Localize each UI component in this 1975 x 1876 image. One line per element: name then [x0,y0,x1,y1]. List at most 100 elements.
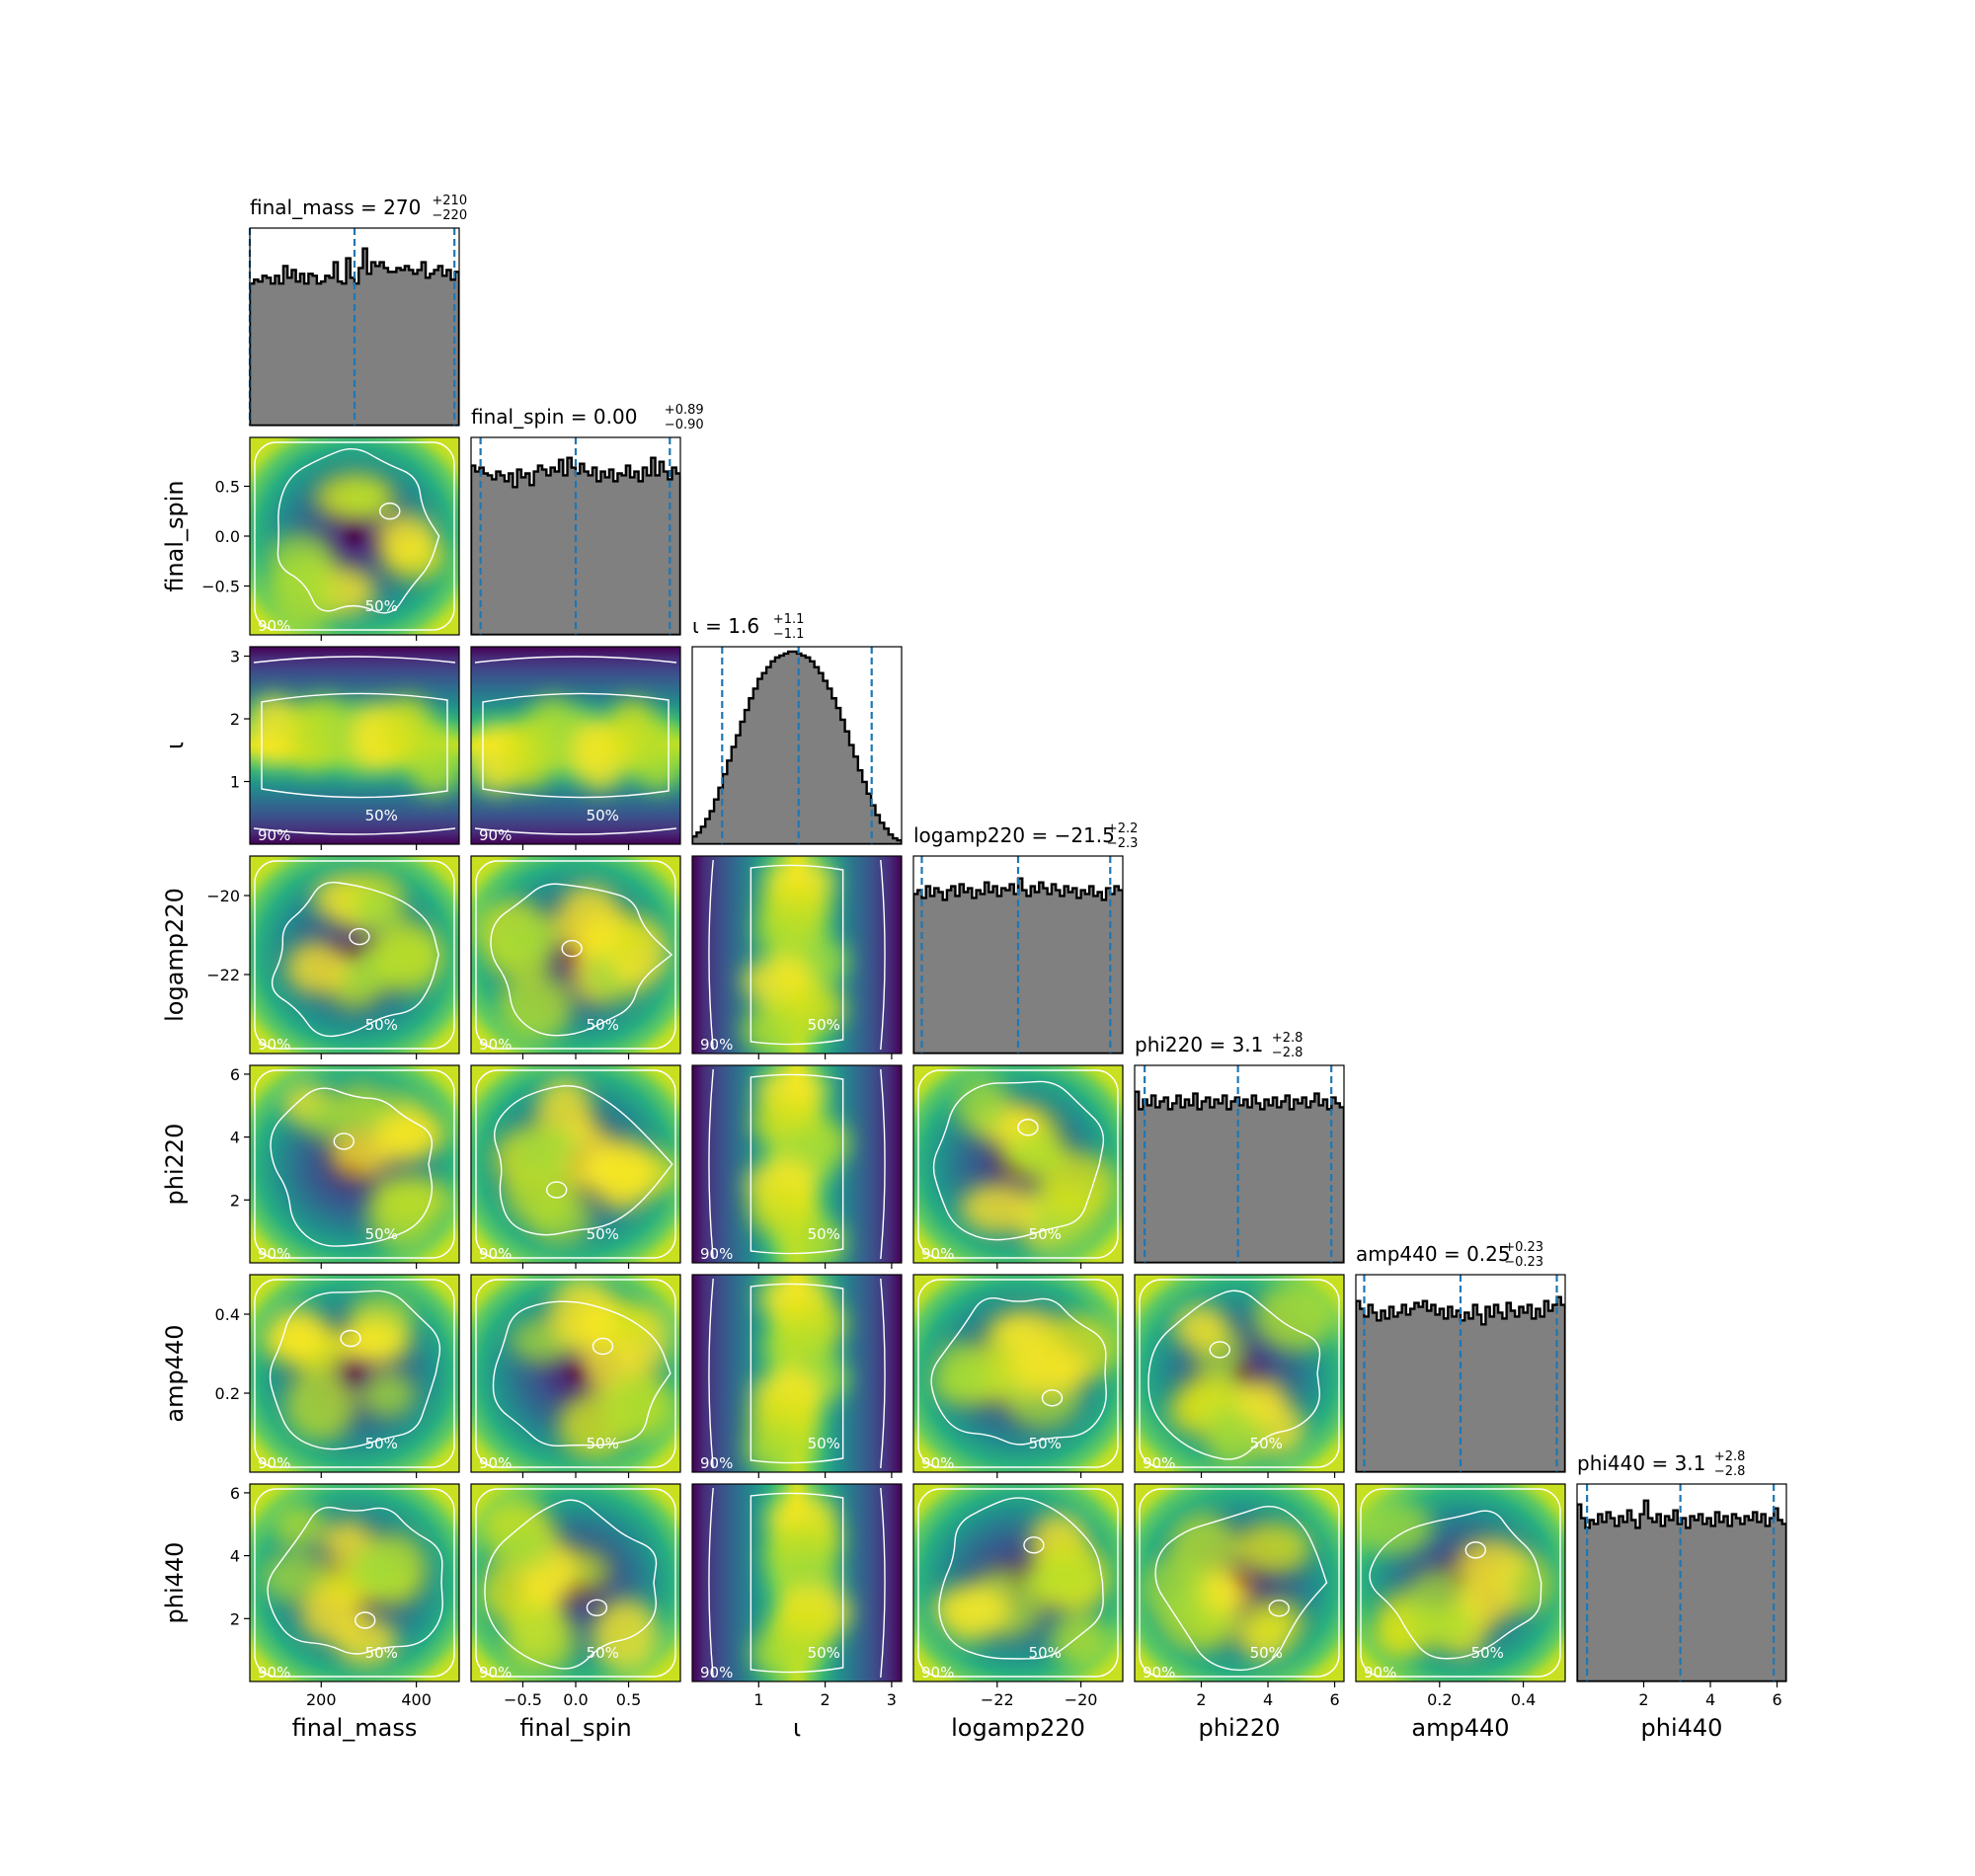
param-title-iota: ι = 1.6 [692,614,759,638]
x-axis-label-logamp220: logamp220 [951,1714,1085,1742]
axes-frame [691,1064,903,1264]
axes-frame [912,1274,1124,1473]
contour-label-50: 50% [365,597,398,615]
x-tick-label-final_mass: 400 [401,1690,432,1709]
density-panel-final_mass-vs-amp440: 50% 90% 0.2 0.4 [215,1274,460,1478]
histogram-bars-phi220 [1135,1091,1344,1263]
contour-90 [475,860,676,1050]
x-tick-label-logamp220: −20 [1065,1690,1098,1709]
contour-50 [261,692,448,799]
axes-frame [691,1274,903,1473]
contour-50 [938,1497,1104,1660]
contour-50 [492,1300,672,1447]
hist-panel-amp440: amp440 = 0.25+0.23−0.23 [1355,1240,1566,1473]
contour-90 [917,1488,1119,1678]
hist-panel-iota: ι = 1.6 +1.1−1.1 [691,612,903,845]
contour-label-90: 90% [700,1245,733,1263]
contour-90-right [880,1487,886,1679]
x-tick-label-final_spin: 0.0 [563,1690,588,1709]
density-panel-phi220-vs-amp440: 50% 90% [1134,1274,1345,1478]
contour-label-90: 90% [479,826,512,844]
hist-panel-final_spin: final_spin = 0.00 +0.89−0.90 [470,403,704,636]
contour-50-island [379,502,401,520]
contour-50 [750,1073,844,1255]
contour-90 [917,1279,1119,1468]
contour-90-top [474,656,677,664]
contour-50 [269,1290,441,1450]
y-tick-label-phi440: 4 [230,1547,240,1566]
contour-label-50: 50% [365,1435,398,1452]
contour-50-island [354,1611,376,1629]
y-tick-label-amp440: 0.2 [215,1384,240,1403]
contour-label-50: 50% [1029,1225,1062,1243]
contour-90 [254,860,455,1050]
contour-label-50: 50% [365,1016,398,1034]
contour-label-90: 90% [700,1664,733,1681]
contour-label-90: 90% [921,1245,954,1263]
density-peaks [471,697,680,794]
contour-90 [254,1069,455,1259]
contour-50 [276,448,440,614]
contour-50 [482,692,670,799]
density-peaks [260,1291,417,1443]
contour-50 [484,1499,658,1670]
density-peaks [953,1073,1119,1255]
contour-50 [1154,1506,1328,1672]
y-tick-label-phi440: 2 [230,1609,240,1628]
contour-90-right [880,859,886,1051]
density-peaks [264,472,448,635]
axes-frame [691,1483,903,1682]
y-tick-label-logamp220: −22 [206,966,240,984]
density-peaks [511,1276,678,1460]
x-tick-label-iota: 1 [753,1690,763,1709]
param-title-phi220: phi220 = 3.1 [1135,1033,1263,1056]
contour-90 [254,1488,455,1678]
x-axis-label-final_spin: final_spin [519,1714,631,1742]
density-peaks [746,1065,850,1263]
contour-90 [1139,1279,1340,1468]
contour-90 [475,1279,676,1468]
density-peaks [493,1076,680,1246]
hist-panel-final_mass: final_mass = 270 +210−220 [248,194,467,427]
x-axis-label-iota: ι [793,1714,801,1742]
density-panel-final_spin-vs-amp440: 50% 90% [470,1274,681,1478]
contour-50 [750,864,844,1046]
y-tick-label-phi440: 6 [230,1484,240,1503]
contour-50-island [586,1599,608,1616]
contour-50-island [1209,1341,1230,1359]
contour-label-90: 90% [1364,1664,1396,1681]
contour-label-90: 90% [258,1245,290,1263]
density-panel-iota-vs-phi440: 50% 90% 1 2 3 [691,1483,903,1709]
contour-90 [254,1279,455,1468]
contour-90-bottom [253,827,456,835]
contour-label-50: 50% [587,1644,619,1662]
histogram-outline-final_mass [250,247,459,426]
contour-50-island [1023,1536,1045,1554]
x-tick-label-phi220: 2 [1196,1690,1206,1709]
contour-label-90: 90% [921,1454,954,1472]
param-title-final_spin: final_spin = 0.00 [471,405,637,429]
contour-label-50: 50% [365,1225,398,1243]
contour-90 [1139,1488,1340,1678]
param-title-final_mass: final_mass = 270 [250,195,421,219]
density-peaks [745,1275,849,1472]
contour-label-50: 50% [1029,1644,1062,1662]
x-tick-label-final_spin: 0.5 [616,1690,641,1709]
contour-50 [932,1080,1105,1241]
histogram-outline-phi440 [1577,1499,1786,1681]
contour-50-island [561,939,583,958]
contour-label-90: 90% [479,1664,512,1681]
contour-50 [930,1296,1107,1446]
contour-50-island [1268,1600,1290,1617]
contour-label-90: 90% [258,826,290,844]
contour-90-left [708,1068,714,1260]
histogram-outline-phi220 [1135,1090,1344,1263]
contour-90 [475,1488,676,1678]
contour-90-left [708,1487,714,1679]
density-panel-phi220-vs-phi440: 50% 90% 2 4 6 [1134,1483,1345,1709]
contour-label-50: 50% [808,1644,840,1662]
axes-frame [1134,1483,1345,1682]
density-panel-final_mass-vs-logamp220: 50% 90% −22 −20 [206,855,460,1059]
x-tick-label-amp440: 0.2 [1427,1690,1452,1709]
